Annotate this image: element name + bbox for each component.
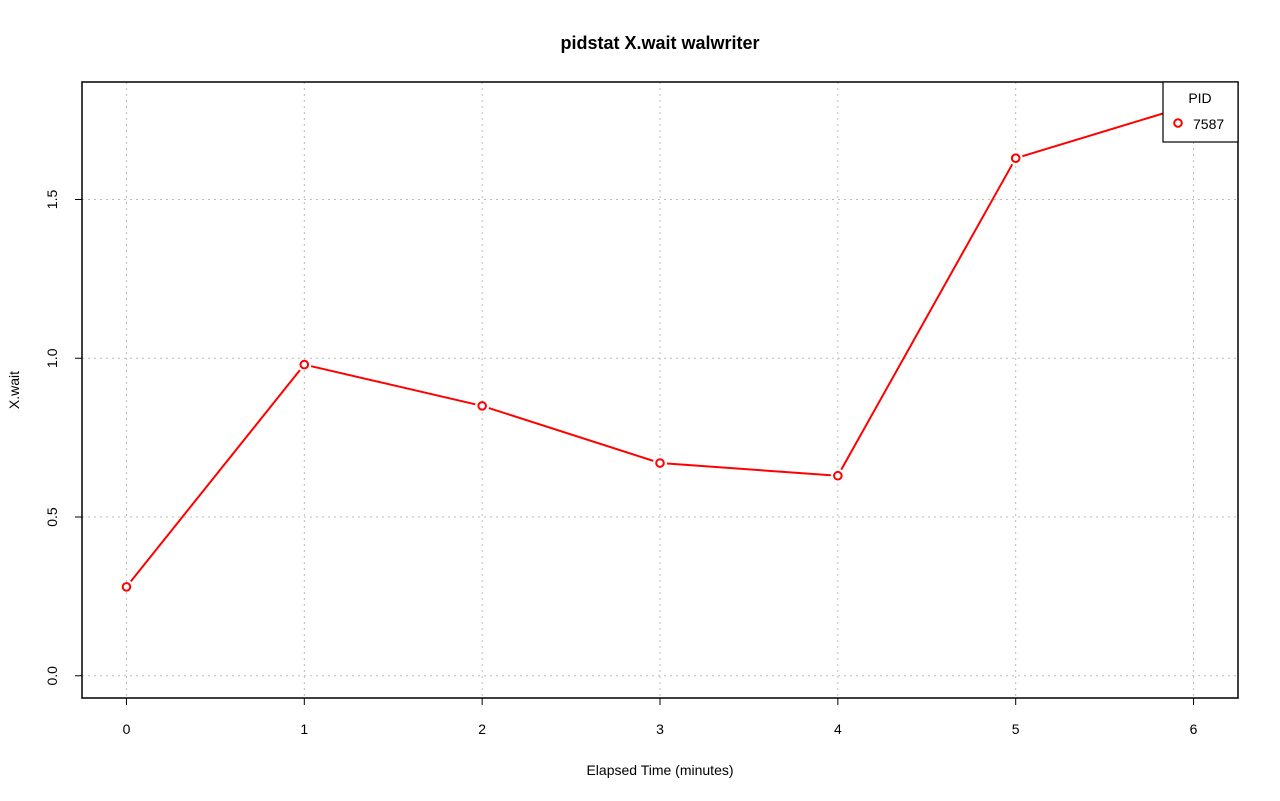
legend-box	[1162, 81, 1239, 143]
x-tick-label: 6	[1190, 721, 1198, 737]
data-point	[833, 470, 843, 481]
legend-entry-label: 7587	[1193, 116, 1224, 132]
series-line-segment	[1022, 105, 1188, 158]
x-axis-label: Elapsed Time (minutes)	[586, 762, 733, 778]
x-axis: 0 1 2 3 4 5 6	[123, 698, 1198, 737]
x-tick-label: 1	[300, 721, 308, 737]
series-line-segment	[840, 163, 1014, 471]
data-point	[477, 401, 487, 411]
x-tick-label: 3	[656, 721, 664, 737]
data-point	[1010, 153, 1021, 164]
series-line-segment	[666, 462, 831, 477]
x-tick-label: 0	[123, 721, 131, 737]
series-line-segment	[130, 369, 301, 583]
data-point	[121, 582, 132, 592]
y-tick-label: 1.5	[44, 190, 60, 210]
data-point	[299, 359, 310, 370]
y-tick-label: 0.0	[44, 666, 60, 686]
legend: PID 7587	[1162, 81, 1239, 143]
grid	[82, 82, 1238, 698]
y-axis: 0.0 0.5 1.0 1.5	[44, 190, 82, 686]
y-tick-label: 0.5	[44, 507, 60, 527]
legend-marker	[1173, 118, 1183, 128]
x-tick-label: 5	[1012, 721, 1020, 737]
series-layer	[121, 99, 1199, 592]
x-tick-label: 2	[478, 721, 486, 737]
series-line-segment	[488, 407, 654, 462]
x-tick-label: 4	[834, 721, 842, 737]
y-tick-label: 1.0	[44, 348, 60, 368]
legend-title: PID	[1188, 90, 1211, 106]
series-line-segment	[310, 365, 476, 406]
chart-title: pidstat X.wait walwriter	[560, 33, 759, 53]
y-axis-label: X.wait	[6, 371, 22, 409]
data-point	[655, 458, 665, 468]
